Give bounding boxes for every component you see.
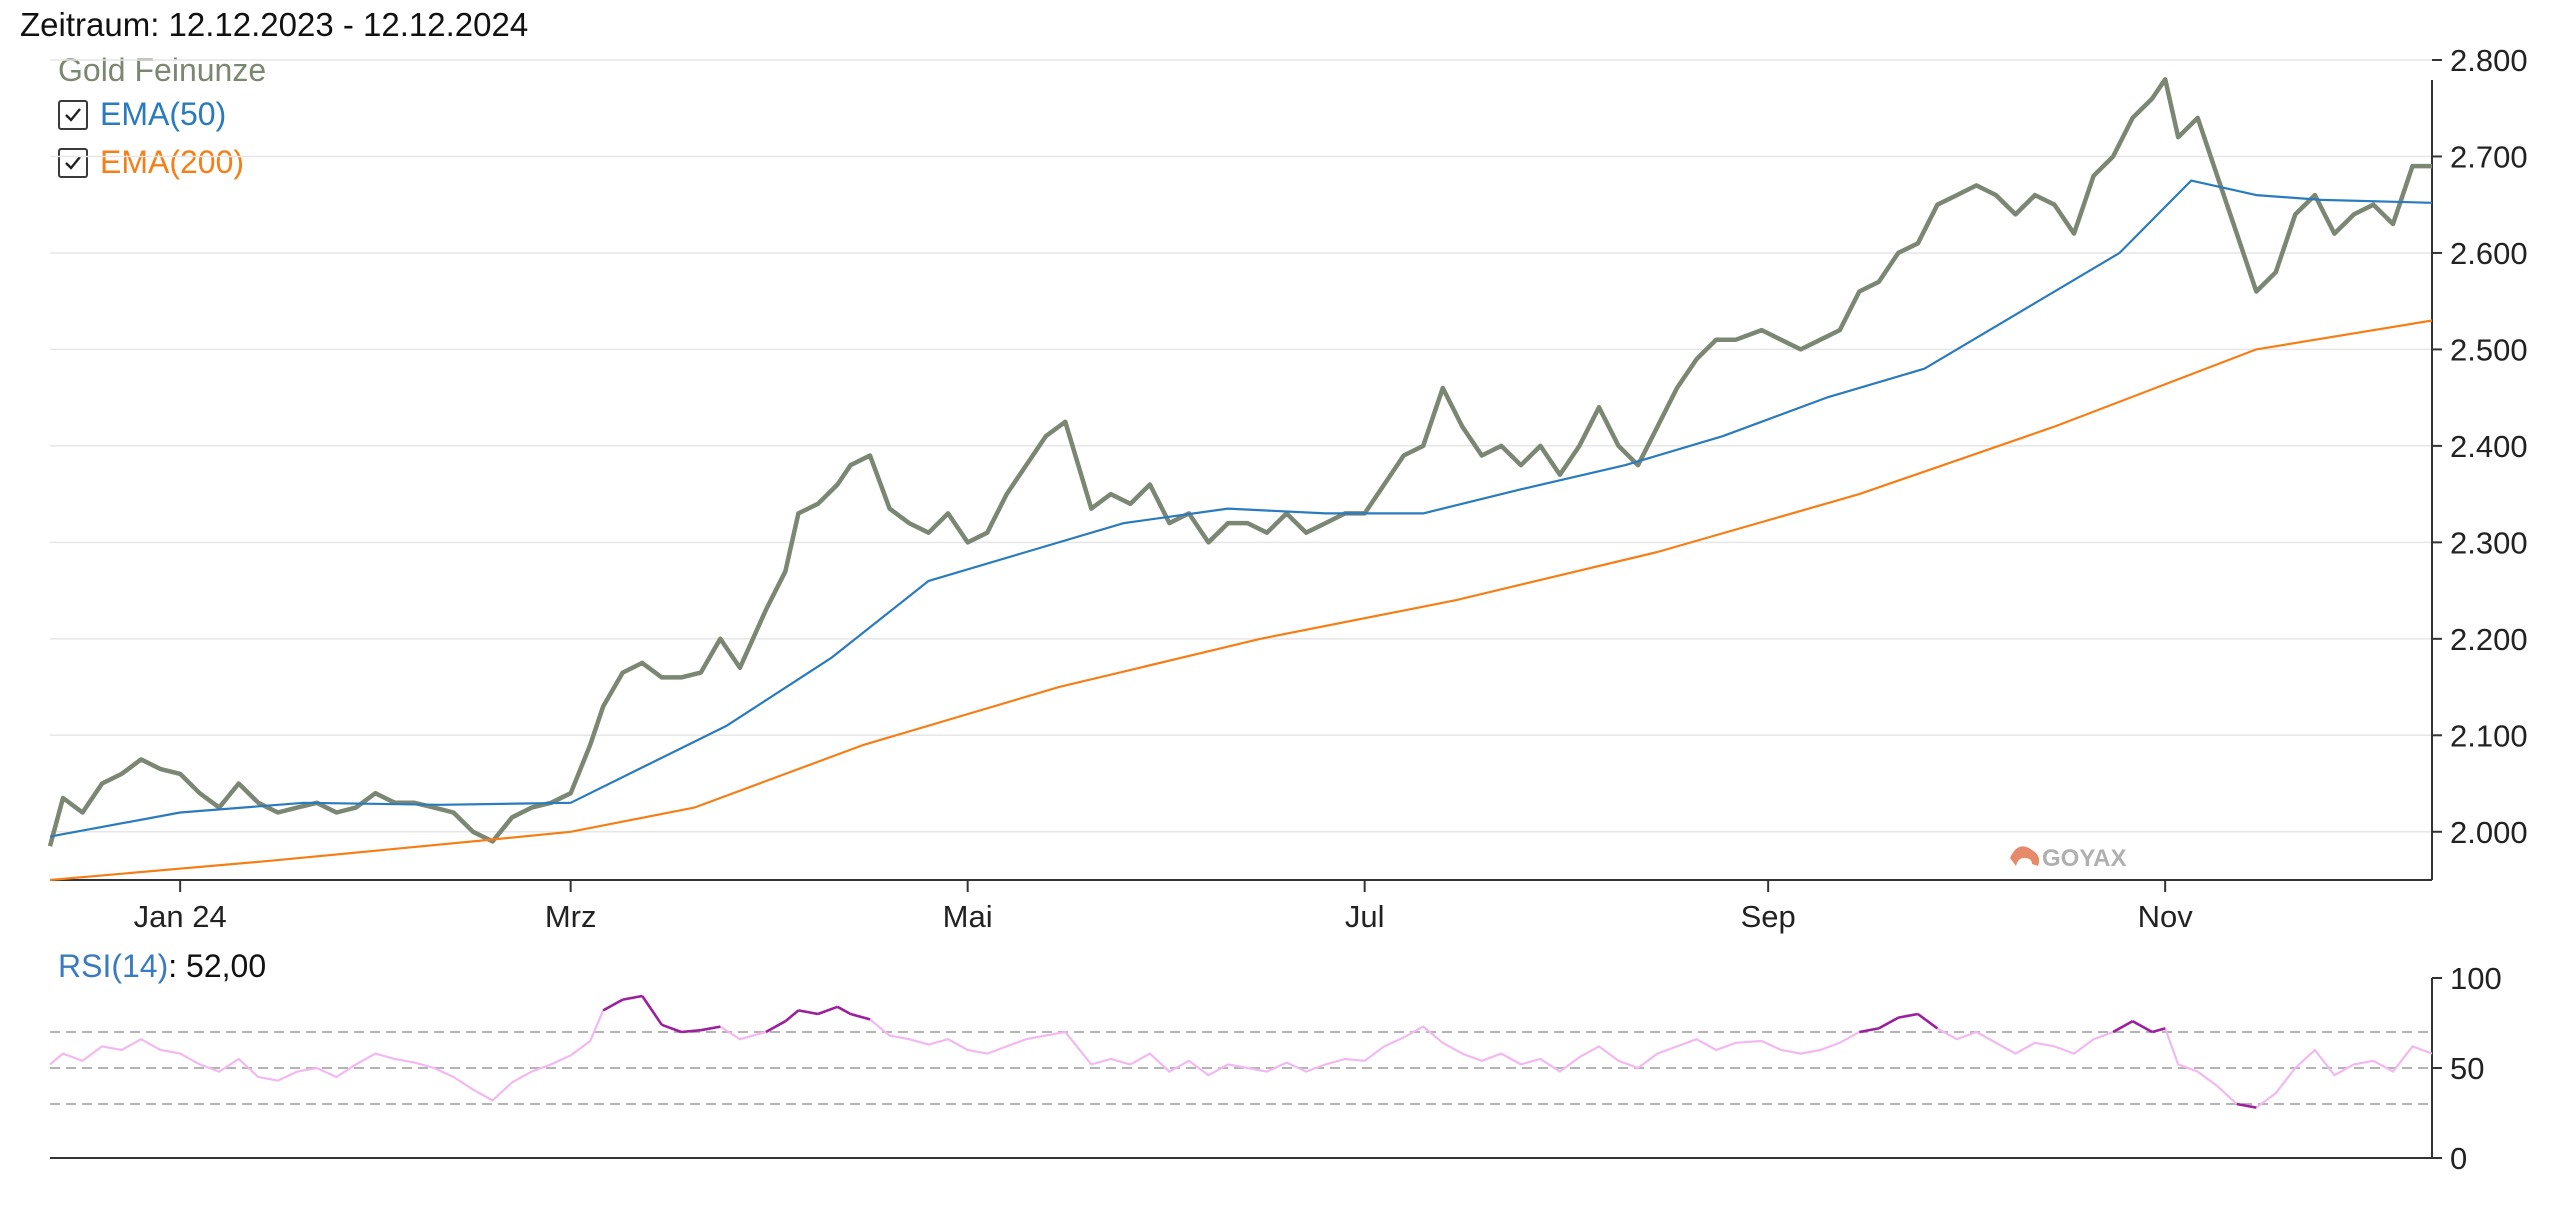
- rsi-extreme-segment: [661, 1023, 682, 1034]
- y-tick-label: 2.200: [2450, 622, 2528, 657]
- rsi-value: 52,00: [186, 948, 267, 984]
- bull-logo-icon: [2010, 846, 2040, 866]
- y-tick-label: 2.000: [2450, 815, 2528, 850]
- legend-item-ema50[interactable]: EMA(50): [58, 96, 226, 133]
- check-icon: [65, 107, 81, 122]
- rsi-extreme-segment: [850, 1012, 871, 1021]
- rsi-extreme-segment: [1878, 1016, 1899, 1030]
- rsi-extreme-segment: [1898, 1012, 1919, 1019]
- y-tick-label: 2.500: [2450, 332, 2528, 367]
- y-tick-label: 2.700: [2450, 139, 2528, 174]
- rsi-extreme-segment: [700, 1025, 721, 1032]
- watermark: GOYAX: [2042, 845, 2126, 872]
- x-tick-label: Sep: [1741, 899, 1796, 934]
- rsi-extreme-segment: [2131, 1020, 2153, 1034]
- period-label: Zeitraum: 12.12.2023 - 12.12.2024: [20, 6, 528, 44]
- rsi-extreme-segment: [836, 1005, 852, 1016]
- rsi-extreme-segment: [622, 994, 643, 1001]
- rsi-extreme-segment: [1917, 1012, 1939, 1030]
- y-tick-label: 2.100: [2450, 718, 2528, 753]
- legend-item-ema200[interactable]: EMA(200): [58, 144, 244, 181]
- rsi-extreme-segment: [817, 1005, 838, 1016]
- rsi-y-tick-label: 50: [2450, 1051, 2484, 1086]
- legend-label-ema50: EMA(50): [100, 96, 227, 132]
- period-label-value: 12.12.2023 - 12.12.2024: [168, 6, 529, 43]
- check-icon: [65, 155, 81, 170]
- rsi-extreme-segment: [602, 998, 624, 1012]
- y-tick-label: 2.600: [2450, 236, 2528, 271]
- rsi-y-tick-label: 100: [2450, 961, 2502, 996]
- rsi-line: [49, 994, 2433, 1109]
- y-tick-label: 2.800: [2450, 43, 2528, 78]
- checkbox-ema50[interactable]: [58, 99, 88, 130]
- rsi-y-tick-label: 0: [2450, 1141, 2467, 1176]
- rsi-extreme-segment: [681, 1028, 701, 1034]
- y-tick-label: 2.300: [2450, 525, 2528, 560]
- rsi-extreme-segment: [2151, 1027, 2166, 1034]
- rsi-extreme-segment: [798, 1009, 819, 1016]
- rsi-extreme-segment: [2112, 1020, 2134, 1034]
- rsi-label: RSI(14): 52,00: [58, 948, 267, 984]
- legend-label-ema200: EMA(200): [100, 144, 245, 180]
- legend-title: Gold Feinunze: [58, 52, 267, 88]
- rsi-extreme-segment: [641, 995, 663, 1026]
- ema50-line: [49, 179, 2433, 838]
- x-tick-label: Jan 24: [134, 899, 227, 934]
- y-tick-label: 2.400: [2450, 429, 2528, 464]
- rsi-extreme-segment: [765, 1020, 787, 1034]
- rsi-extreme-segment: [1859, 1027, 1880, 1034]
- ema200-line: [49, 319, 2433, 882]
- x-tick-label: Jul: [1345, 899, 1385, 934]
- rsi-extreme-segment: [784, 1009, 800, 1023]
- x-tick-label: Nov: [2138, 899, 2194, 934]
- x-tick-label: Mai: [943, 899, 993, 934]
- rsi-name: RSI(14): [58, 948, 169, 984]
- period-label-key: Zeitraum:: [20, 6, 160, 43]
- x-tick-label: Mrz: [545, 899, 597, 934]
- rsi-extreme-segment: [2236, 1102, 2257, 1109]
- price-line: [47, 77, 2432, 847]
- checkbox-ema200[interactable]: [58, 147, 88, 178]
